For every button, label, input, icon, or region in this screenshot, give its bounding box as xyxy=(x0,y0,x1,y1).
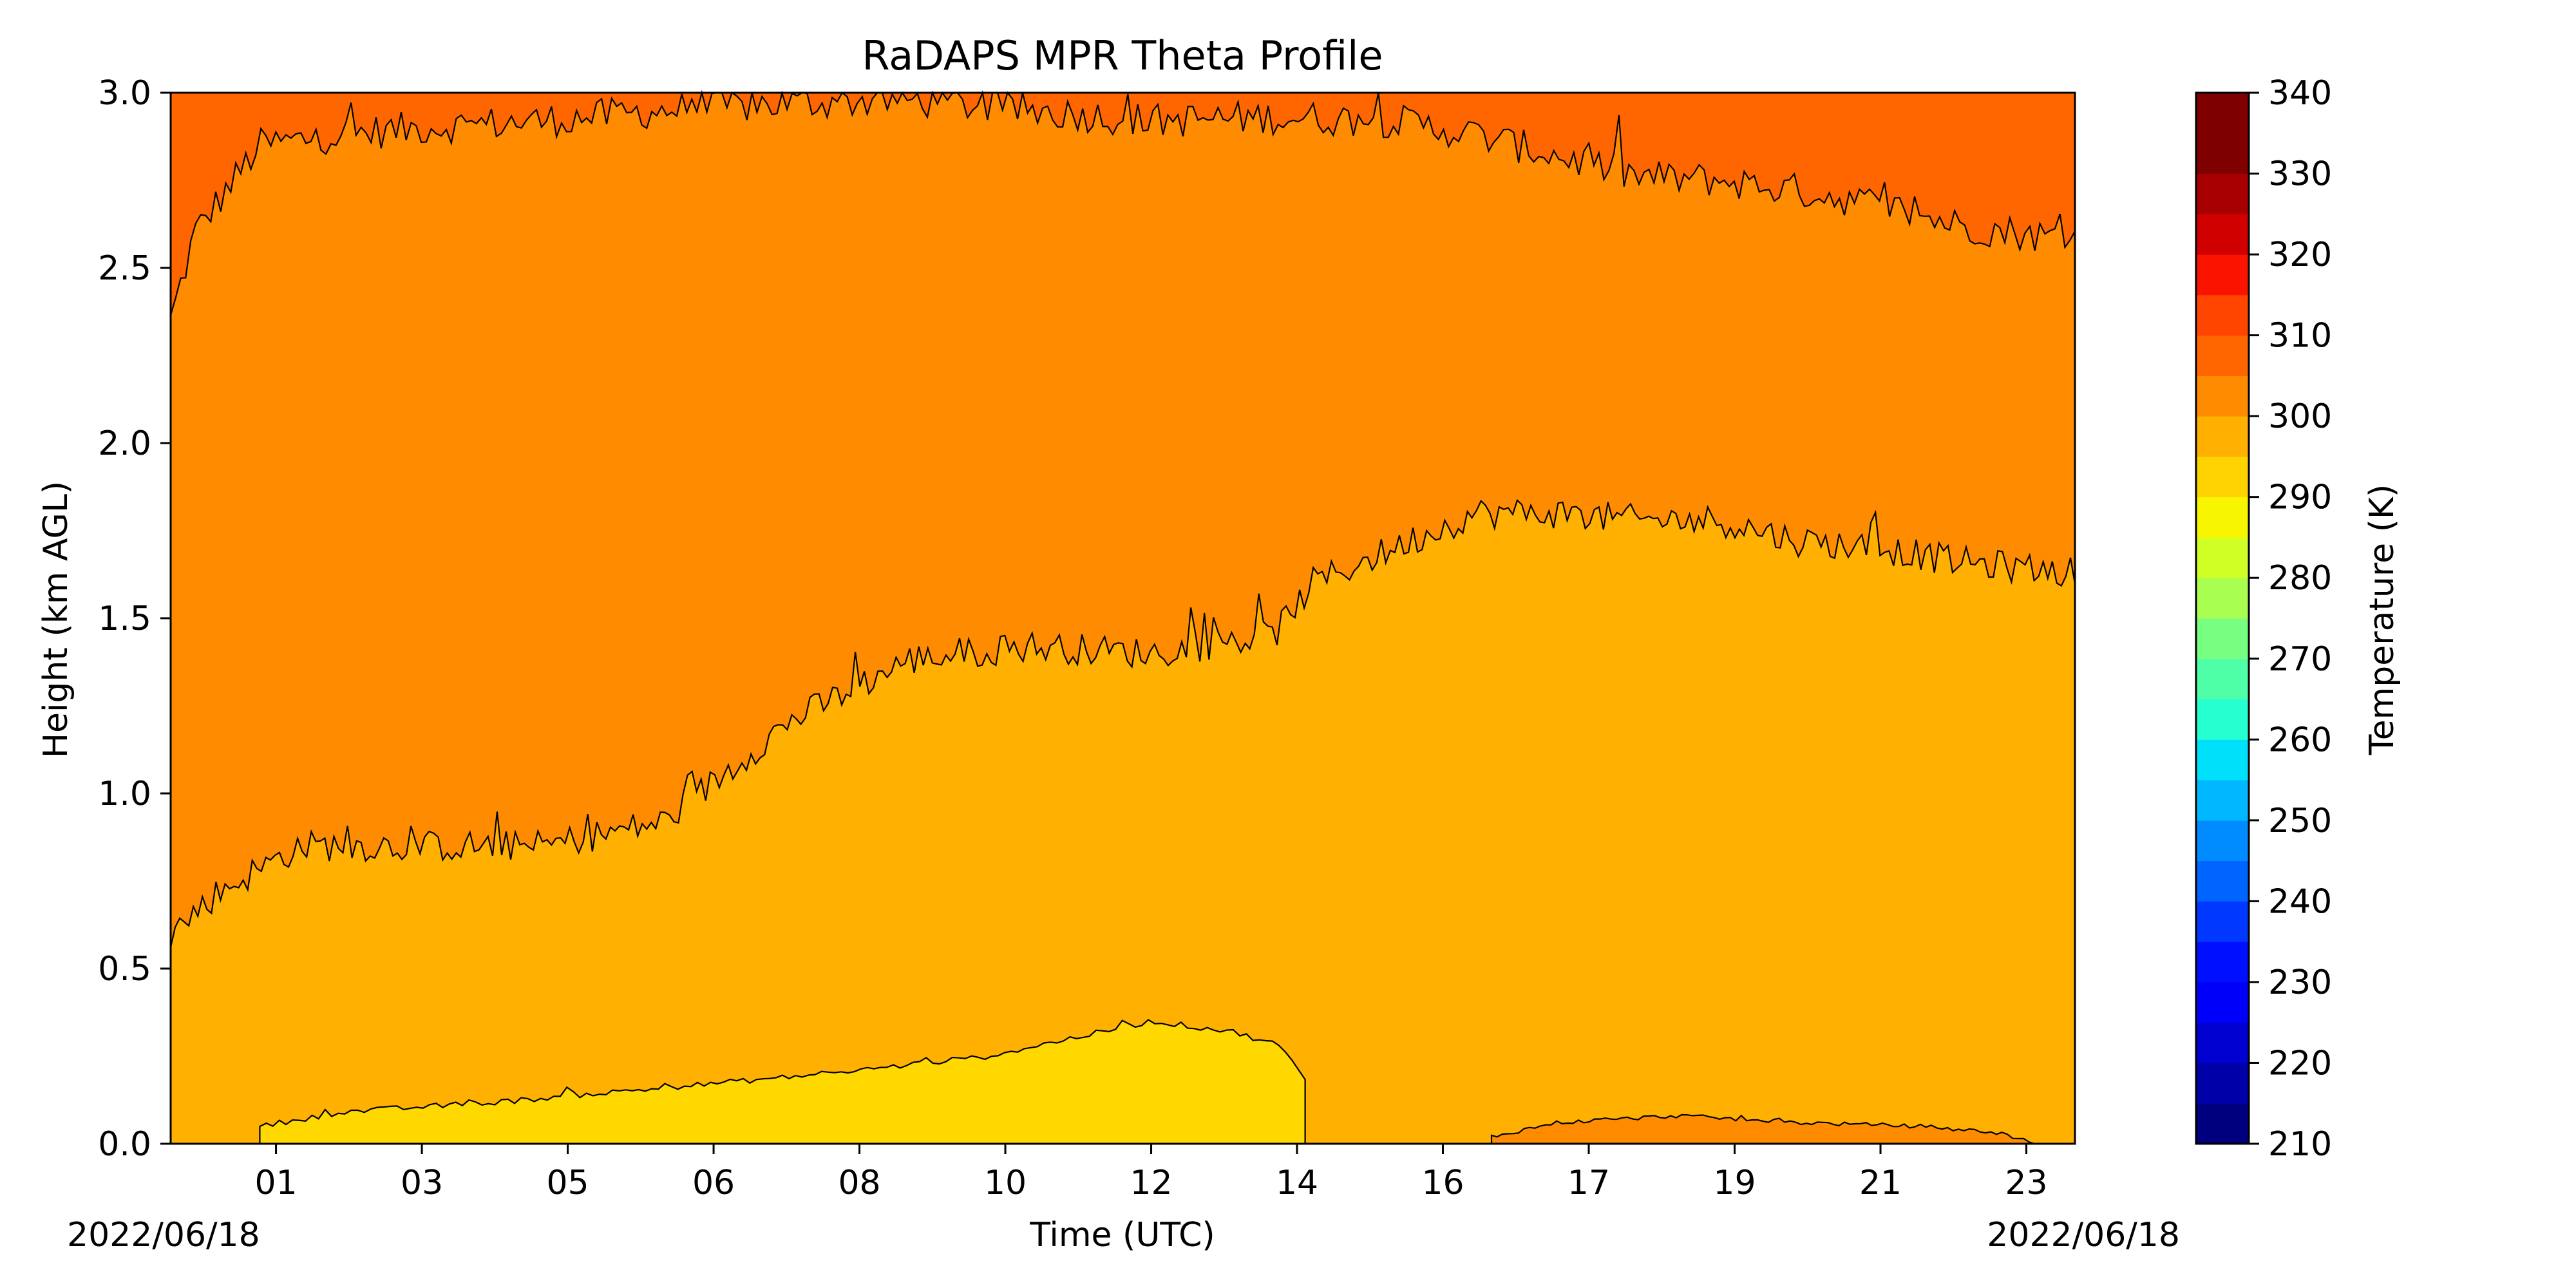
y-tick-label: 1.0 xyxy=(98,775,151,813)
colorbar-level xyxy=(2196,1103,2249,1144)
colorbar-tick-label: 340 xyxy=(2268,74,2332,113)
colorbar-level xyxy=(2196,335,2249,376)
region-warm-surface-pocket xyxy=(1490,1113,2035,1145)
x-tick-label: 16 xyxy=(1421,1164,1464,1202)
colorbar-level xyxy=(2196,254,2249,296)
colorbar-tick-label: 260 xyxy=(2268,721,2332,759)
y-axis-label: Height (km AGL) xyxy=(37,481,75,758)
colorbar-frame xyxy=(2195,91,2250,1145)
x-tick-label: 23 xyxy=(2005,1164,2047,1202)
colorbar-tick-label: 280 xyxy=(2268,559,2332,598)
colorbar-tick-label: 210 xyxy=(2268,1125,2332,1164)
colorbar-level xyxy=(2196,173,2249,214)
colorbar-tick-label: 320 xyxy=(2268,236,2332,274)
x-tick-label: 03 xyxy=(401,1164,443,1202)
colorbar-tick-label: 290 xyxy=(2268,478,2332,517)
colorbar-level xyxy=(2196,780,2249,821)
y-tick-label: 2.0 xyxy=(98,424,151,463)
x-tick-label: 17 xyxy=(1567,1164,1610,1202)
y-axis: 0.0 0.5 1.0 1.5 2.0 2.5 3.0 xyxy=(98,74,171,1164)
x-tick-label: 10 xyxy=(984,1164,1027,1202)
colorbar-level xyxy=(2196,416,2249,457)
x-tick-label: 08 xyxy=(838,1164,880,1202)
x-tick-label: 01 xyxy=(254,1164,297,1202)
x-tick-label: 06 xyxy=(692,1164,735,1202)
colorbar-level xyxy=(2196,860,2249,902)
colorbar-tick-label: 220 xyxy=(2268,1044,2332,1083)
plot-area xyxy=(169,90,2076,1145)
colorbar-tick-label: 240 xyxy=(2268,882,2332,921)
colorbar-level xyxy=(2196,901,2249,942)
y-tick-label: 2.5 xyxy=(98,249,151,288)
colorbar-tick-label: 310 xyxy=(2268,317,2332,355)
colorbar-level xyxy=(2196,578,2249,619)
colorbar-level xyxy=(2196,214,2249,255)
colorbar-level xyxy=(2196,1022,2249,1063)
y-tick-label: 0.0 xyxy=(98,1125,151,1164)
colorbar-level xyxy=(2196,93,2249,134)
contour-line-310K xyxy=(169,90,2076,316)
chart-title: RaDAPS MPR Theta Profile xyxy=(862,32,1383,79)
y-tick-label: 3.0 xyxy=(98,74,151,113)
colorbar-level xyxy=(2196,537,2249,578)
region-295-300K xyxy=(259,1019,1306,1145)
contour-line-305K xyxy=(169,498,2076,948)
colorbar-level xyxy=(2196,699,2249,740)
colorbar-level xyxy=(2196,942,2249,983)
end-date-label: 2022/06/18 xyxy=(1987,1216,2180,1255)
colorbar-level xyxy=(2196,133,2249,175)
y-tick-label: 0.5 xyxy=(98,950,151,989)
colorbar-level xyxy=(2196,618,2249,659)
colorbar-tick-label: 300 xyxy=(2268,397,2332,436)
x-axis-label: Time (UTC) xyxy=(1029,1216,1215,1255)
x-axis: 01 03 05 06 08 10 12 14 16 17 19 21 23 xyxy=(254,1144,2048,1202)
colorbar-level xyxy=(2196,820,2249,862)
x-tick-label: 21 xyxy=(1859,1164,1902,1202)
start-date-label: 2022/06/18 xyxy=(67,1216,260,1255)
colorbar-level xyxy=(2196,981,2249,1023)
colorbar-tick-label: 250 xyxy=(2268,802,2332,840)
colorbar-level xyxy=(2196,1063,2249,1104)
colorbar-tick-label: 330 xyxy=(2268,155,2332,194)
colorbar-level xyxy=(2196,456,2249,498)
region-300-305K xyxy=(171,500,2075,1144)
colorbar-level xyxy=(2196,658,2249,700)
x-tick-label: 19 xyxy=(1713,1164,1756,1202)
x-tick-label: 05 xyxy=(546,1164,589,1202)
colorbar-level xyxy=(2196,294,2249,336)
x-tick-label: 12 xyxy=(1130,1164,1172,1202)
colorbar-level xyxy=(2196,739,2249,781)
colorbar-label: Temperature (K) xyxy=(2363,484,2401,756)
y-tick-label: 1.5 xyxy=(98,600,151,638)
colorbar-level xyxy=(2196,375,2249,417)
colorbar-tick-label: 230 xyxy=(2268,963,2332,1002)
colorbar: 210 220 230 240 250 260 270 280 290 300 310 320 330 3… xyxy=(2195,74,2332,1164)
colorbar-tick-label: 270 xyxy=(2268,640,2332,679)
x-tick-label: 14 xyxy=(1276,1164,1318,1202)
colorbar-level xyxy=(2196,497,2249,538)
